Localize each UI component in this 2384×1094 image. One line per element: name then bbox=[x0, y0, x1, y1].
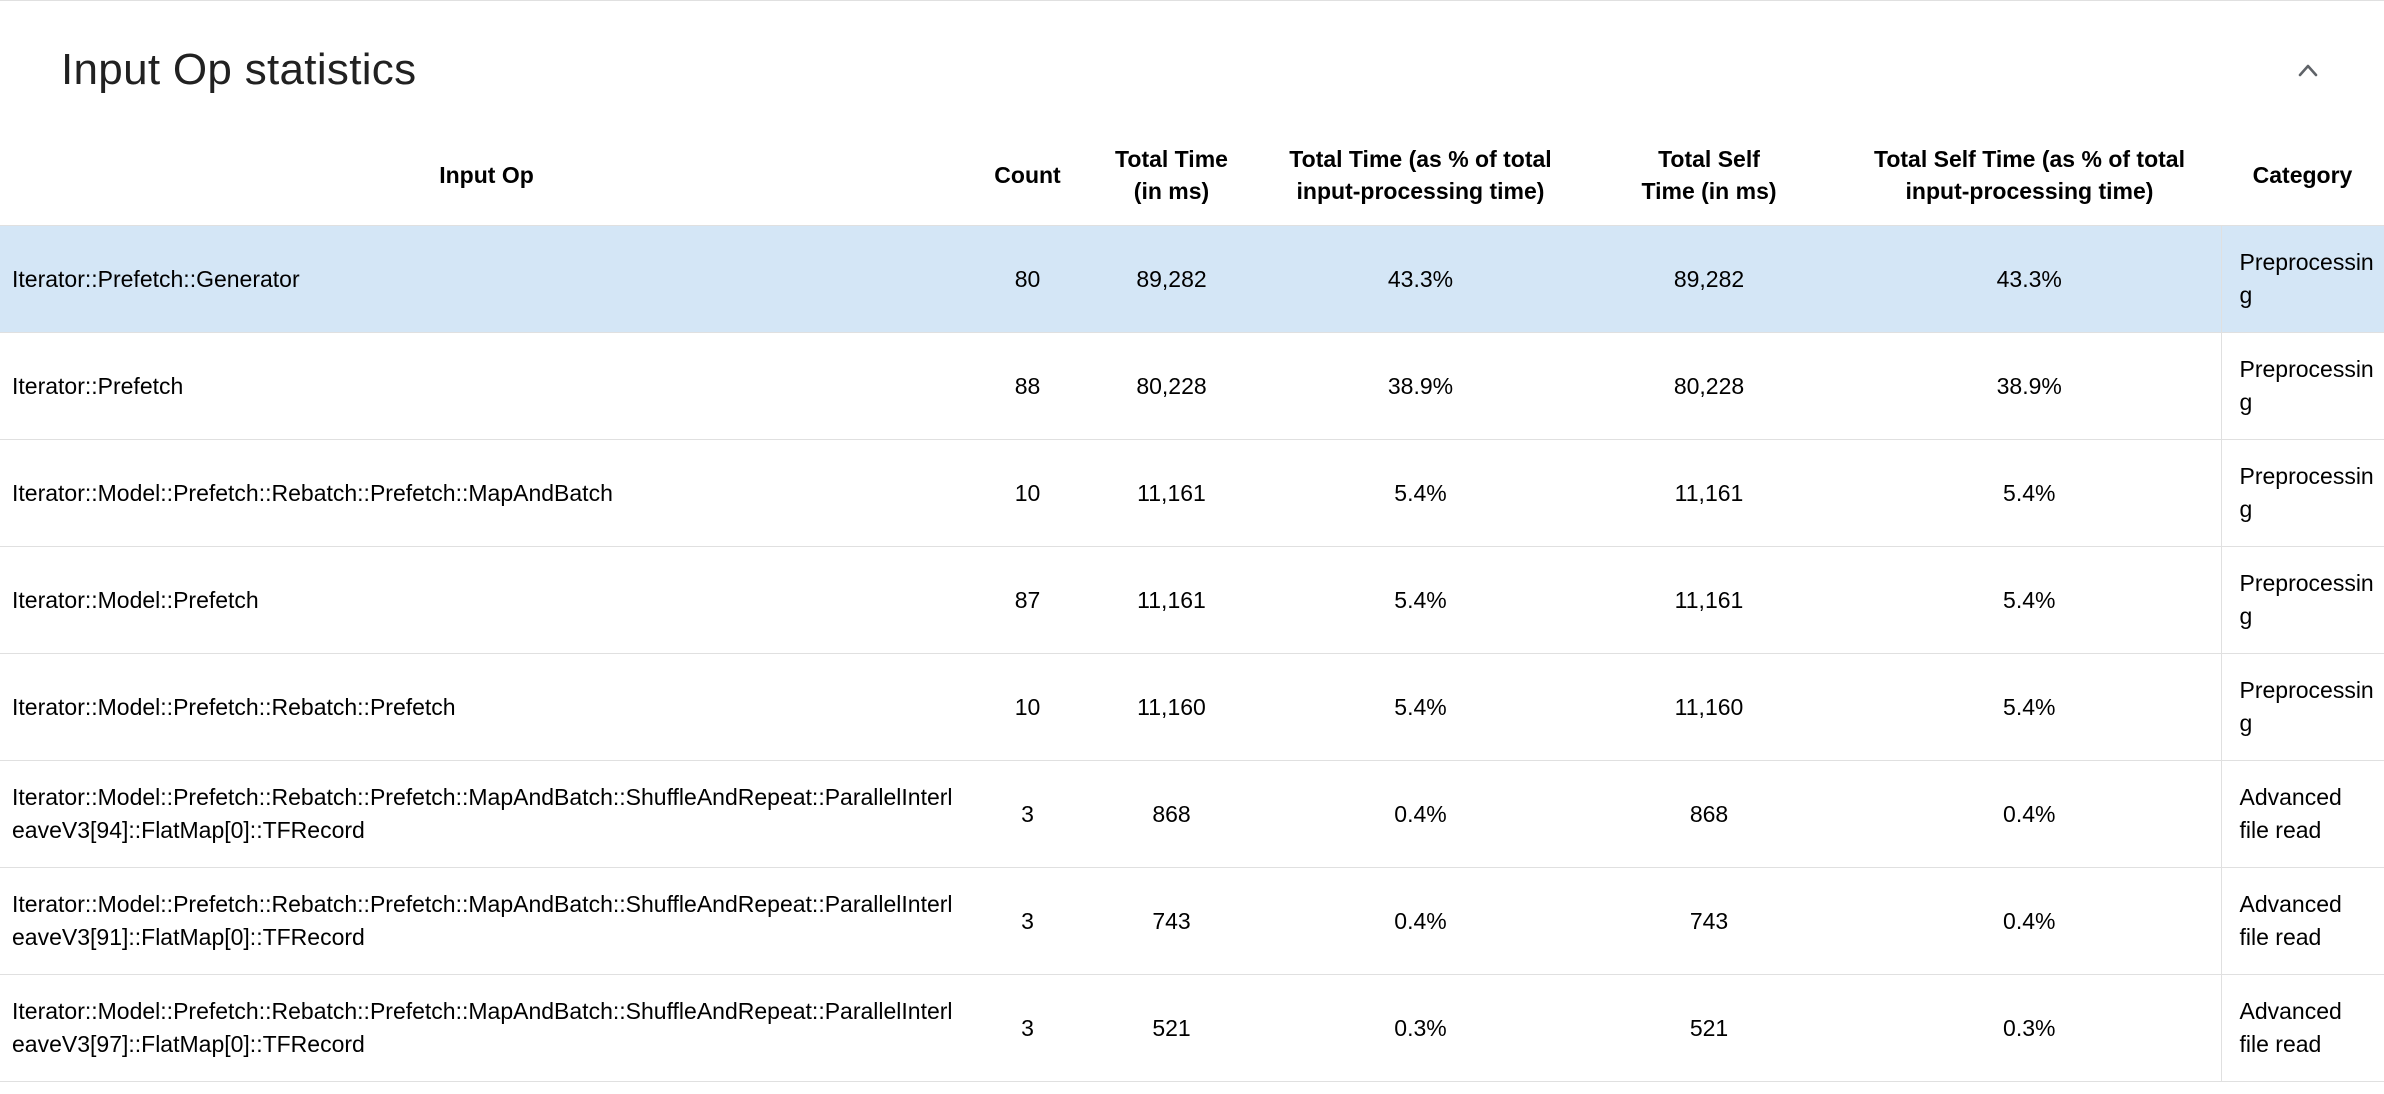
cell-total-self-time-pct: 38.9% bbox=[1838, 332, 2221, 440]
table-row[interactable]: Iterator::Model::Prefetch::Rebatch::Pref… bbox=[0, 439, 2384, 547]
cell-input-op: Iterator::Model::Prefetch::Rebatch::Pref… bbox=[0, 439, 973, 547]
table-row[interactable]: Iterator::Prefetch::Generator 80 89,282 … bbox=[0, 225, 2384, 333]
panel-header: Input Op statistics bbox=[0, 1, 2384, 125]
cell-count: 80 bbox=[973, 225, 1082, 333]
cell-total-self-time-pct: 5.4% bbox=[1838, 546, 2221, 654]
table-row[interactable]: Iterator::Model::Prefetch::Rebatch::Pref… bbox=[0, 974, 2384, 1082]
cell-total-self-time: 11,161 bbox=[1580, 546, 1838, 654]
cell-category: Preprocessing bbox=[2220, 332, 2384, 440]
cell-category: Advanced file read bbox=[2220, 867, 2384, 975]
cell-total-time-pct: 0.4% bbox=[1261, 867, 1580, 975]
cell-input-op: Iterator::Model::Prefetch::Rebatch::Pref… bbox=[0, 867, 973, 975]
cell-total-time-pct: 0.4% bbox=[1261, 760, 1580, 868]
cell-total-time: 11,161 bbox=[1082, 439, 1261, 547]
cell-total-time: 743 bbox=[1082, 867, 1261, 975]
cell-input-op: Iterator::Model::Prefetch::Rebatch::Pref… bbox=[0, 760, 973, 868]
column-header-input-op[interactable]: Input Op bbox=[0, 125, 973, 226]
table-body: Iterator::Prefetch::Generator 80 89,282 … bbox=[0, 225, 2384, 1082]
cell-total-time-pct: 5.4% bbox=[1261, 653, 1580, 761]
column-header-total-self-time-pct[interactable]: Total Self Time (as % of total input-pro… bbox=[1838, 125, 2221, 226]
cell-total-self-time: 11,160 bbox=[1580, 653, 1838, 761]
cell-total-self-time-pct: 43.3% bbox=[1838, 225, 2221, 333]
cell-total-time-pct: 38.9% bbox=[1261, 332, 1580, 440]
cell-input-op: Iterator::Model::Prefetch bbox=[0, 546, 973, 654]
cell-count: 88 bbox=[973, 332, 1082, 440]
cell-total-self-time: 868 bbox=[1580, 760, 1838, 868]
column-header-total-time-pct[interactable]: Total Time (as % of total input-processi… bbox=[1261, 125, 1580, 226]
chevron-up-icon bbox=[2298, 64, 2318, 77]
cell-input-op: Iterator::Prefetch::Generator bbox=[0, 225, 973, 333]
cell-count: 3 bbox=[973, 867, 1082, 975]
cell-total-self-time-pct: 5.4% bbox=[1838, 439, 2221, 547]
cell-count: 3 bbox=[973, 760, 1082, 868]
cell-category: Preprocessing bbox=[2220, 653, 2384, 761]
column-header-total-time[interactable]: Total Time (in ms) bbox=[1082, 125, 1261, 226]
cell-category: Advanced file read bbox=[2220, 974, 2384, 1082]
cell-total-time-pct: 5.4% bbox=[1261, 546, 1580, 654]
cell-input-op: Iterator::Model::Prefetch::Rebatch::Pref… bbox=[0, 974, 973, 1082]
cell-total-time-pct: 43.3% bbox=[1261, 225, 1580, 333]
input-op-table: Input Op Count Total Time (in ms) Total … bbox=[0, 125, 2384, 1082]
cell-total-time: 80,228 bbox=[1082, 332, 1261, 440]
cell-count: 3 bbox=[973, 974, 1082, 1082]
column-header-count[interactable]: Count bbox=[973, 125, 1082, 226]
column-header-category[interactable]: Category bbox=[2221, 125, 2384, 226]
cell-count: 10 bbox=[973, 439, 1082, 547]
table-row[interactable]: Iterator::Prefetch 88 80,228 38.9% 80,22… bbox=[0, 332, 2384, 440]
cell-total-self-time-pct: 0.4% bbox=[1838, 760, 2221, 868]
cell-total-self-time: 80,228 bbox=[1580, 332, 1838, 440]
column-header-total-self-time[interactable]: Total Self Time (in ms) bbox=[1580, 125, 1838, 226]
table-row[interactable]: Iterator::Model::Prefetch::Rebatch::Pref… bbox=[0, 867, 2384, 975]
cell-category: Advanced file read bbox=[2220, 760, 2384, 868]
cell-total-self-time-pct: 0.3% bbox=[1838, 974, 2221, 1082]
cell-total-self-time: 89,282 bbox=[1580, 225, 1838, 333]
cell-total-self-time: 743 bbox=[1580, 867, 1838, 975]
cell-total-time: 868 bbox=[1082, 760, 1261, 868]
cell-total-time: 89,282 bbox=[1082, 225, 1261, 333]
cell-total-time: 521 bbox=[1082, 974, 1261, 1082]
cell-total-time: 11,160 bbox=[1082, 653, 1261, 761]
cell-total-time: 11,161 bbox=[1082, 546, 1261, 654]
table-header-row: Input Op Count Total Time (in ms) Total … bbox=[0, 125, 2384, 226]
cell-count: 10 bbox=[973, 653, 1082, 761]
cell-category: Preprocessing bbox=[2220, 439, 2384, 547]
cell-input-op: Iterator::Prefetch bbox=[0, 332, 973, 440]
cell-total-time-pct: 0.3% bbox=[1261, 974, 1580, 1082]
cell-category: Preprocessing bbox=[2220, 225, 2384, 333]
table-row[interactable]: Iterator::Model::Prefetch::Rebatch::Pref… bbox=[0, 653, 2384, 761]
cell-total-self-time: 11,161 bbox=[1580, 439, 1838, 547]
table-row[interactable]: Iterator::Model::Prefetch::Rebatch::Pref… bbox=[0, 760, 2384, 868]
cell-total-self-time-pct: 0.4% bbox=[1838, 867, 2221, 975]
collapse-button[interactable] bbox=[2284, 47, 2332, 95]
section-title: Input Op statistics bbox=[61, 45, 417, 94]
cell-total-time-pct: 5.4% bbox=[1261, 439, 1580, 547]
cell-input-op: Iterator::Model::Prefetch::Rebatch::Pref… bbox=[0, 653, 973, 761]
cell-count: 87 bbox=[973, 546, 1082, 654]
table-row[interactable]: Iterator::Model::Prefetch 87 11,161 5.4%… bbox=[0, 546, 2384, 654]
cell-total-self-time: 521 bbox=[1580, 974, 1838, 1082]
cell-category: Preprocessing bbox=[2220, 546, 2384, 654]
cell-total-self-time-pct: 5.4% bbox=[1838, 653, 2221, 761]
